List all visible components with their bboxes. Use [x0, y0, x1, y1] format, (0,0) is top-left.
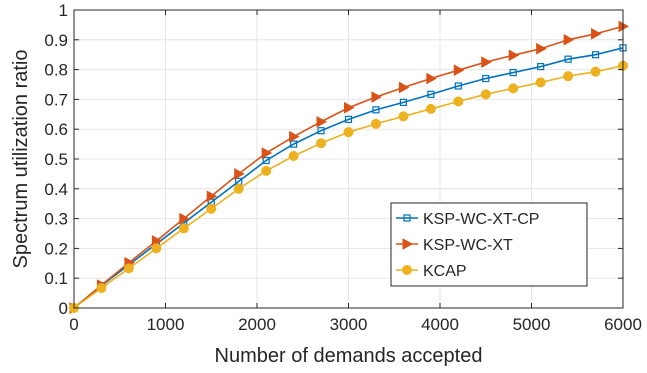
- data-point-ksp-wc-xt-cp: [344, 115, 353, 123]
- y-tick-label: 0.5: [44, 150, 68, 169]
- x-tick-label: 6000: [604, 315, 642, 334]
- data-point-ksp-wc-xt: [563, 33, 575, 46]
- data-point-kcap: [233, 183, 244, 194]
- x-tick-label: 0: [69, 315, 78, 334]
- data-point-ksp-wc-xt-cp: [482, 74, 490, 83]
- data-point-ksp-wc-xt-cp: [372, 106, 380, 114]
- data-point-kcap: [370, 118, 381, 129]
- x-tick-label: 3000: [330, 315, 368, 334]
- data-point-kcap: [508, 83, 519, 94]
- data-point-kcap: [288, 151, 299, 162]
- data-point-ksp-wc-xt: [398, 81, 410, 94]
- data-point-ksp-wc-xt: [234, 168, 245, 180]
- legend-box: [390, 202, 588, 287]
- data-point-kcap: [535, 77, 546, 88]
- data-point-ksp-wc-xt: [426, 72, 437, 85]
- data-point-kcap: [398, 111, 409, 122]
- data-point-ksp-wc-xt: [508, 49, 520, 62]
- data-point-kcap: [206, 203, 217, 214]
- data-point-kcap: [96, 283, 107, 294]
- x-tick-label: 5000: [513, 315, 551, 334]
- data-point-ksp-wc-xt-cp: [591, 51, 600, 59]
- data-point-kcap: [123, 263, 134, 274]
- legend-marker: [402, 238, 414, 250]
- series-ksp-wc-xt: [69, 20, 630, 314]
- legend-item-ksp-wc-xt-cp: KSP-WC-XT-CP: [396, 211, 539, 228]
- data-point-ksp-wc-xt: [591, 27, 602, 40]
- legend-label: KCAP: [423, 263, 467, 280]
- legend-marker: [403, 214, 411, 222]
- legend-marker: [402, 265, 412, 275]
- x-axis-label: Number of demands accepted: [215, 345, 483, 367]
- data-point-ksp-wc-xt-cp: [399, 98, 407, 106]
- series-line-ksp-wc-xt-cp: [73, 47, 624, 309]
- data-point-ksp-wc-xt-cp: [537, 63, 545, 71]
- data-point-kcap: [453, 96, 464, 107]
- y-tick-label: 0.7: [44, 90, 68, 109]
- data-point-ksp-wc-xt: [453, 64, 465, 77]
- y-tick-label: 0.2: [44, 239, 68, 258]
- series-kcap: [69, 60, 628, 313]
- x-tick-label: 1000: [147, 315, 185, 334]
- data-point-kcap: [480, 89, 491, 100]
- data-point-ksp-wc-xt: [481, 56, 492, 68]
- axis-ticks: 0 1000 2000 3000 4000 5000 6000 0 0.1 0.2 0.3 0.4 0.…: [44, 1, 642, 334]
- data-point-kcap: [590, 66, 601, 77]
- y-tick-label: 0: [59, 299, 68, 318]
- data-point-kcap: [261, 165, 272, 176]
- legend-item-kcap: KCAP: [396, 263, 467, 280]
- data-point-ksp-wc-xt-cp: [262, 156, 270, 165]
- data-point-ksp-wc-xt-cp: [317, 127, 325, 135]
- data-point-ksp-wc-xt-cp: [454, 82, 462, 90]
- y-tick-label: 1: [59, 1, 68, 20]
- data-point-kcap: [563, 71, 574, 82]
- y-axis-label: Spectrum utilization ratio: [10, 50, 32, 269]
- data-point-kcap: [425, 103, 436, 114]
- y-tick-label: 0.4: [44, 180, 68, 199]
- legend: KSP-WC-XT-CP KSP-WC-XT KCAP: [390, 202, 588, 287]
- legend-label: KSP-WC-XT-CP: [423, 211, 539, 228]
- data-point-ksp-wc-xt: [371, 91, 382, 103]
- x-tick-label: 4000: [421, 315, 459, 334]
- data-point-ksp-wc-xt: [289, 130, 300, 143]
- data-point-kcap: [316, 138, 327, 149]
- data-point-ksp-wc-xt-cp: [427, 90, 435, 98]
- data-point-ksp-wc-xt: [179, 212, 190, 225]
- legend-label: KSP-WC-XT: [423, 237, 513, 254]
- data-point-ksp-wc-xt-cp: [290, 140, 298, 148]
- data-point-ksp-wc-xt: [536, 42, 547, 55]
- y-tick-label: 0.1: [44, 269, 68, 288]
- y-tick-label: 0.3: [44, 210, 68, 229]
- data-point-ksp-wc-xt: [344, 101, 355, 114]
- data-point-kcap: [178, 223, 189, 234]
- data-point-ksp-wc-xt: [206, 190, 218, 203]
- data-point-ksp-wc-xt: [261, 147, 273, 159]
- data-point-ksp-wc-xt: [316, 115, 328, 128]
- data-point-ksp-wc-xt-cp: [564, 55, 572, 63]
- y-tick-label: 0.6: [44, 120, 68, 139]
- data-point-kcap: [343, 127, 354, 138]
- y-tick-label: 0.9: [44, 31, 68, 50]
- data-point-kcap: [151, 243, 162, 254]
- data-point-ksp-wc-xt-cp: [509, 68, 517, 77]
- legend-item-ksp-wc-xt: KSP-WC-XT: [396, 237, 513, 254]
- x-tick-label: 2000: [238, 315, 276, 334]
- y-tick-label: 0.8: [44, 61, 68, 80]
